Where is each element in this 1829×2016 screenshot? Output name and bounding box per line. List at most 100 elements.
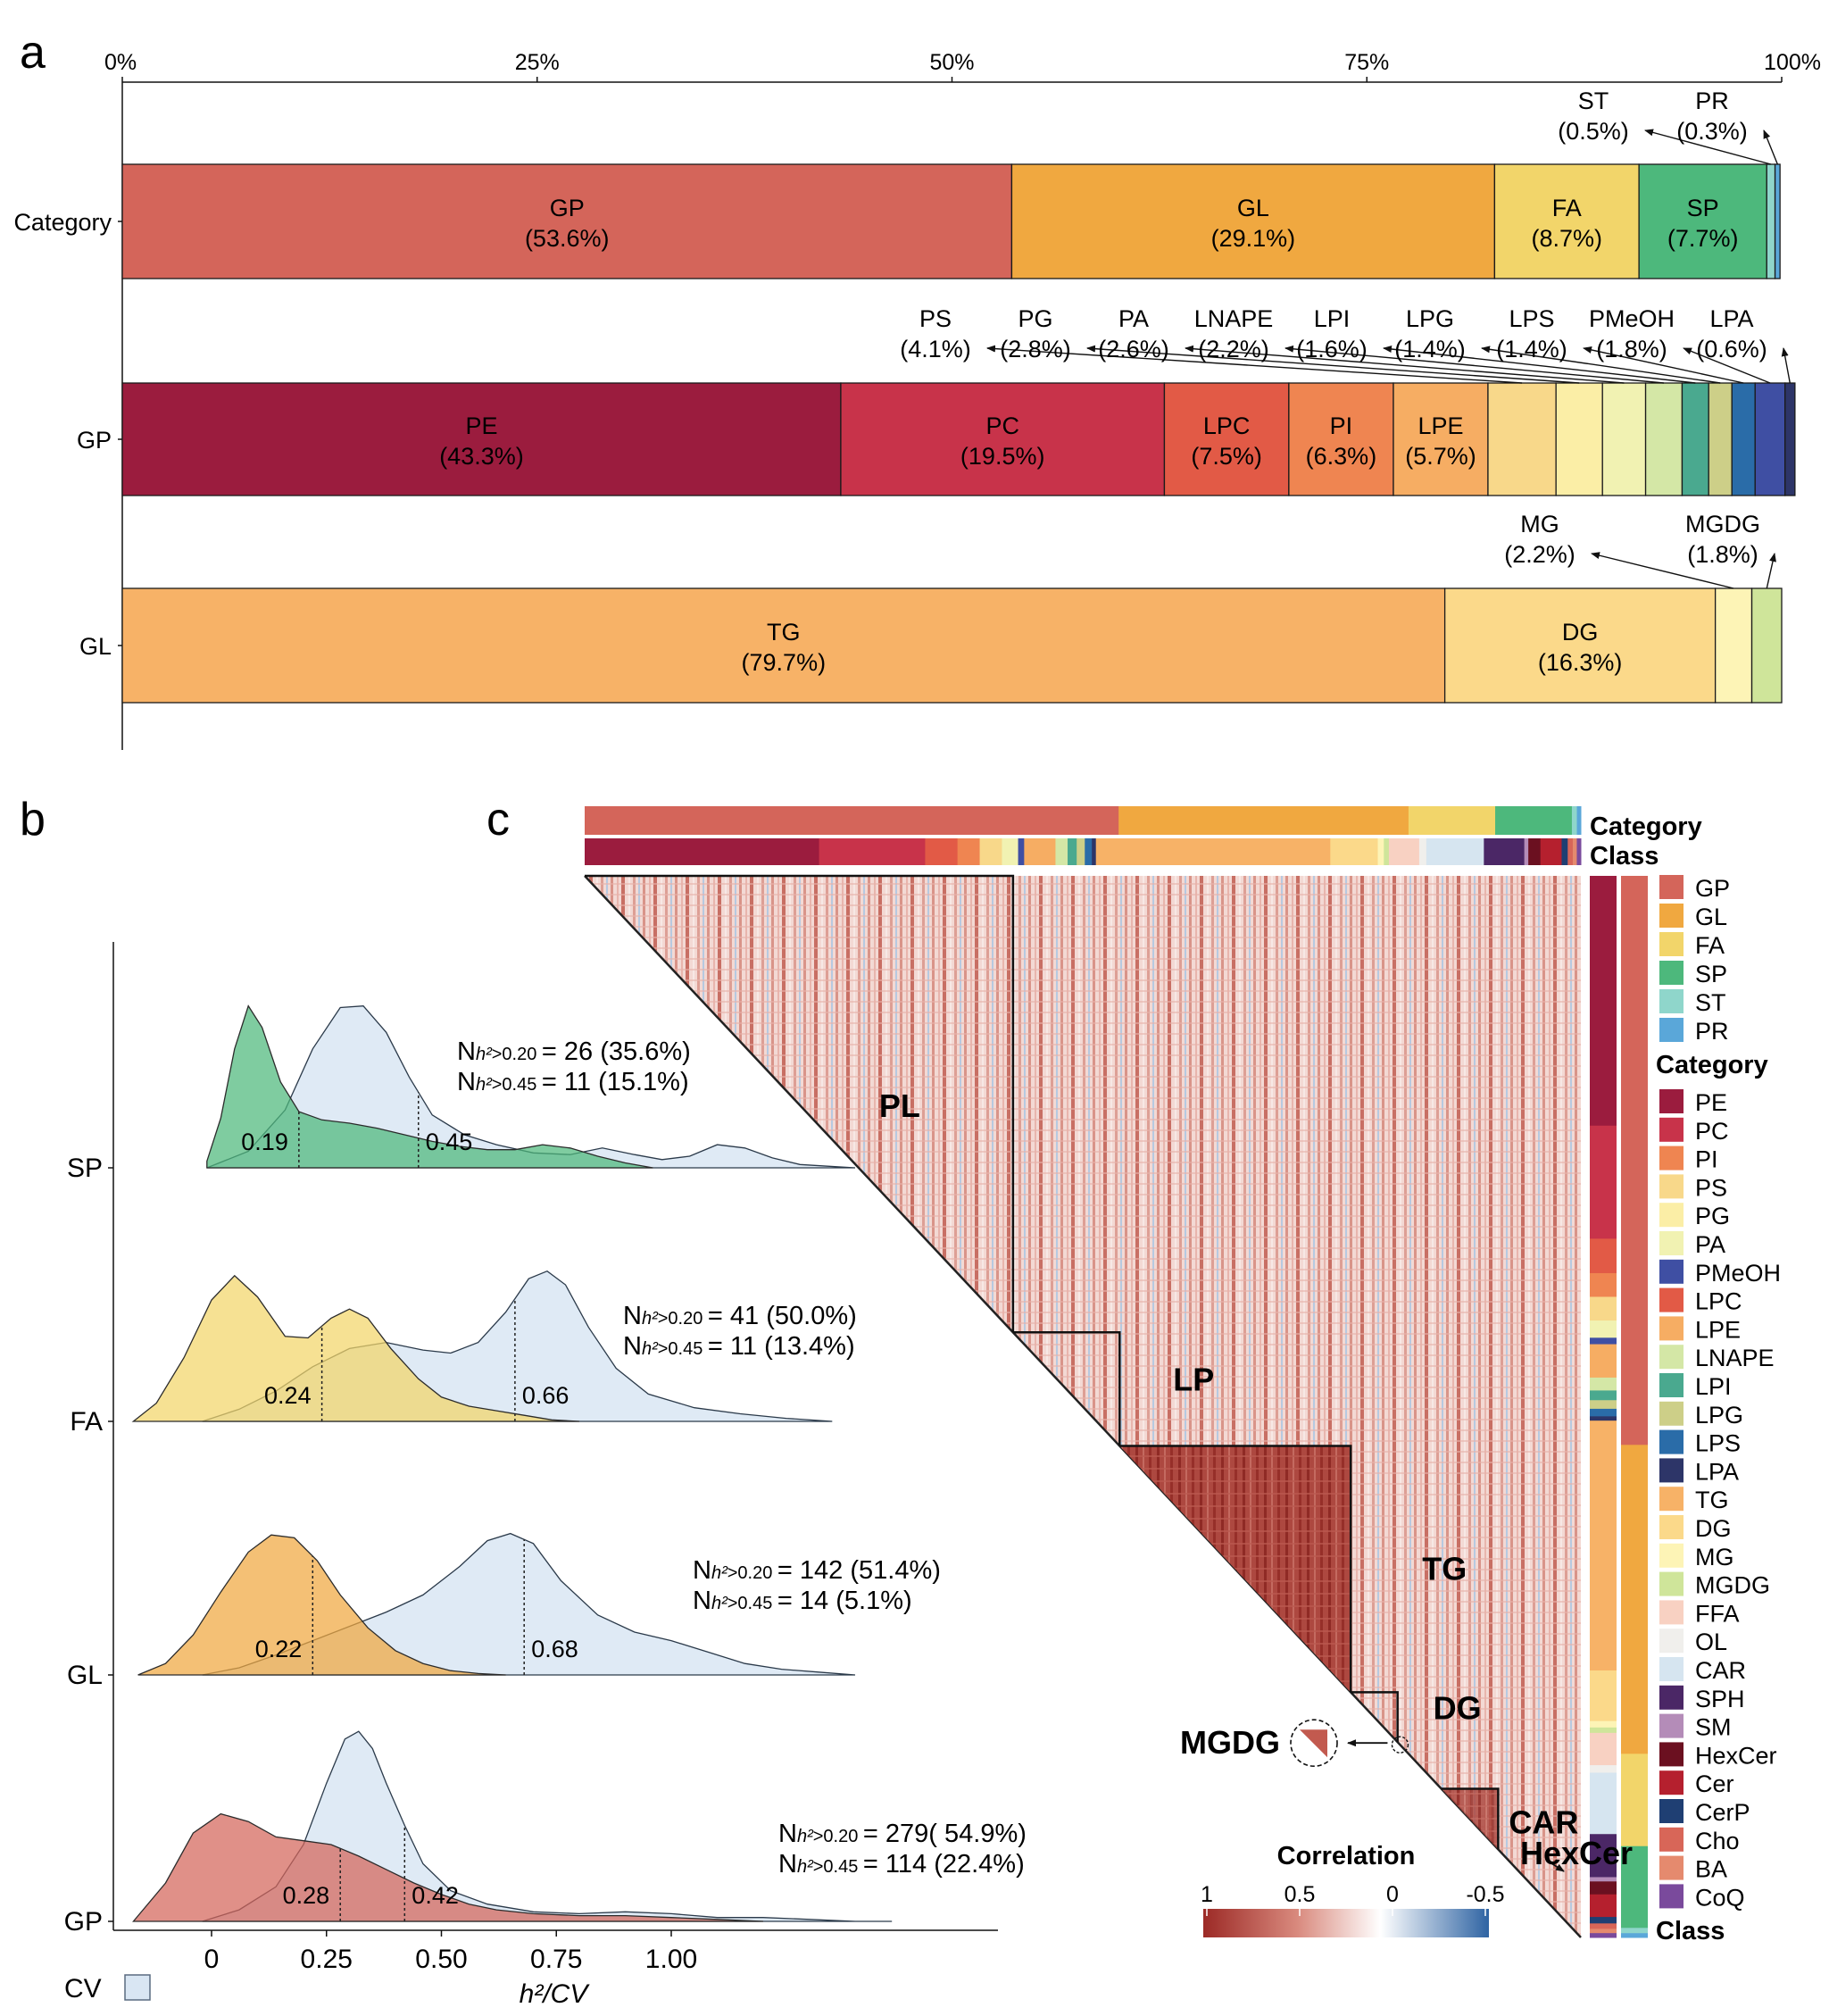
a-bar-pct-pi: (6.3%)	[1306, 443, 1377, 470]
a-callout-arrow-mg	[1591, 552, 1734, 589]
c-right-class-ol	[1590, 1765, 1617, 1773]
panel-b: b 0 0.25 0.50 0.75 1.00 h²/CV 0.19 0.45 SP Nh²>0.…	[20, 794, 1027, 2009]
c-legend-class-label-pi: PI	[1695, 1146, 1718, 1173]
a-callout-arrow-pr	[1763, 129, 1779, 165]
c-legend-class-swatch-pmeoh	[1659, 1259, 1684, 1284]
c-legend-category-swatch-sp	[1659, 961, 1684, 985]
c-right-class-lnape	[1590, 1377, 1617, 1391]
c-legend-class-swatch-lpa	[1659, 1458, 1684, 1483]
c-right-class-lpe	[1590, 1344, 1617, 1379]
a-row-label-category: Category	[13, 209, 112, 236]
c-legend-class-swatch-hexcer	[1659, 1742, 1684, 1767]
a-bar-label-lpc: LPC	[1203, 412, 1251, 439]
c-block-fill-tg	[1119, 1445, 1351, 1693]
c-top-class-pe	[585, 838, 820, 865]
c-right-class-ba	[1590, 1929, 1617, 1934]
a-callout-label-pg: PG	[1018, 305, 1052, 332]
a-callout-arrow-lps	[1583, 346, 1744, 384]
a-callout-label-lpg: LPG	[1406, 305, 1454, 332]
a-bar-label-pi: PI	[1330, 412, 1353, 439]
c-top-class-ffa	[1388, 838, 1420, 865]
a-bar-gp-lps	[1731, 382, 1756, 496]
a-bar-pct-dg: (16.3%)	[1538, 649, 1623, 676]
b-x-tick-label: 0.25	[301, 1945, 353, 1974]
a-x-tick-label: 0%	[104, 50, 137, 75]
cv-legend-label: CV	[64, 1974, 102, 2004]
c-legend-class-label-dg: DG	[1695, 1515, 1732, 1542]
a-bar-pct-tg: (79.7%)	[742, 649, 827, 676]
a-callout-label-lps: LPS	[1509, 305, 1554, 332]
c-top-class-cerp	[1561, 838, 1568, 865]
c-legend-class-swatch-pc	[1659, 1117, 1684, 1142]
a-callout-pct-mg: (2.2%)	[1504, 541, 1575, 568]
c-right-category-st	[1621, 1928, 1648, 1934]
c-legend-class-label-lnape: LNAPE	[1695, 1345, 1775, 1371]
c-legend-class-label-ffa: FFA	[1695, 1600, 1740, 1627]
c-legend-class-label-mgdg: MGDG	[1695, 1572, 1770, 1599]
c-legend-class-swatch-lpc	[1659, 1287, 1684, 1312]
c-top-class-ps	[979, 838, 1002, 865]
a-bar-pct-gl: (29.1%)	[1211, 225, 1296, 252]
c-right-class-dg	[1590, 1670, 1617, 1722]
c-right-class-cer	[1590, 1894, 1617, 1918]
b-h2-density-gp	[132, 1812, 764, 1922]
panel-b-legend: CV	[64, 1974, 151, 2004]
c-legend-category-label-sp: SP	[1695, 961, 1727, 987]
a-bar-pct-sp: (7.7%)	[1667, 225, 1739, 252]
c-top-class-lpg	[1077, 838, 1085, 865]
c-top-class-pc	[819, 838, 926, 865]
c-right-class-lpi	[1590, 1390, 1617, 1401]
c-right-class-tg	[1590, 1420, 1617, 1671]
c-block-label-lp: LP	[1173, 1361, 1214, 1397]
c-top-class-lpa	[1092, 838, 1097, 865]
c-top-class-tg	[1095, 838, 1331, 865]
a-callout-label-pa: PA	[1118, 305, 1149, 332]
c-top-class-coq	[1576, 838, 1582, 865]
a-bar-label-lpe: LPE	[1417, 412, 1463, 439]
c-legend-category-title: Category	[1656, 1051, 1768, 1079]
c-colorbar-tick-label: 1	[1201, 1882, 1213, 1907]
c-legend-class-swatch-cer	[1659, 1770, 1684, 1795]
a-bar-label-fa: FA	[1552, 195, 1582, 221]
c-top-class-mg	[1377, 838, 1384, 865]
b-median-cv-label-gp: 0.42	[412, 1882, 459, 1909]
c-right-class-lpg	[1590, 1400, 1617, 1410]
c-legend-class-label-pmeoh: PMeOH	[1695, 1260, 1781, 1287]
a-callout-arrow-lpg	[1481, 346, 1721, 384]
c-legend-class-label-car: CAR	[1695, 1657, 1746, 1684]
a-bar-category-sp	[1638, 163, 1767, 279]
a-callout-arrow-pg	[1086, 345, 1580, 384]
b-row-label-fa: FA	[70, 1407, 103, 1437]
a-callout-pct-st: (0.5%)	[1558, 118, 1629, 145]
a-callout-arrow-pmeoh	[1683, 347, 1771, 384]
b-count-sp-h020: Nh²>0.20 = 26 (35.6%)	[457, 1037, 691, 1066]
c-top-class-lps	[1085, 838, 1093, 865]
a-callout-label-pr: PR	[1695, 87, 1729, 114]
c-right-class-pmeoh	[1590, 1337, 1617, 1345]
c-legend-class-label-lpa: LPA	[1695, 1458, 1739, 1485]
c-top-class-lpc	[925, 838, 959, 865]
a-bar-gl-tg	[121, 587, 1446, 704]
b-median-h2-label-sp: 0.19	[241, 1129, 288, 1155]
a-bar-gp-lpg	[1708, 382, 1733, 496]
c-top-category-sp	[1495, 806, 1573, 835]
a-bar-gp-pc	[840, 382, 1166, 496]
c-top-class-pmeoh	[1018, 838, 1025, 865]
c-legend-category-label-fa: FA	[1695, 932, 1725, 959]
panel-b-ridgeline: 0 0.25 0.50 0.75 1.00 h²/CV 0.19 0.45 SP Nh²>0.20…	[64, 942, 1027, 2009]
panel-a-callouts: ST (0.5%) PR (0.3%) PS (4.1%) PG (2.8%) PA (2.6%)…	[900, 87, 1791, 589]
c-block-outline-pl	[585, 874, 1015, 1333]
c-top-class-lpi	[1068, 838, 1077, 865]
a-bar-label-gp: GP	[550, 195, 585, 221]
a-bar-label-dg: DG	[1562, 619, 1599, 646]
panel-a-axis: 0% 25% 50% 75% 100% Category GP GL	[13, 50, 1821, 750]
c-legend-class-title: Class	[1656, 1917, 1725, 1945]
c-top-class-mgdg	[1384, 838, 1390, 865]
a-bar-label-pe: PE	[465, 412, 497, 439]
c-legend-class-swatch-tg	[1659, 1487, 1684, 1512]
a-bar-gp-lpc	[1163, 382, 1290, 496]
c-legend-class-label-ol: OL	[1695, 1629, 1727, 1655]
